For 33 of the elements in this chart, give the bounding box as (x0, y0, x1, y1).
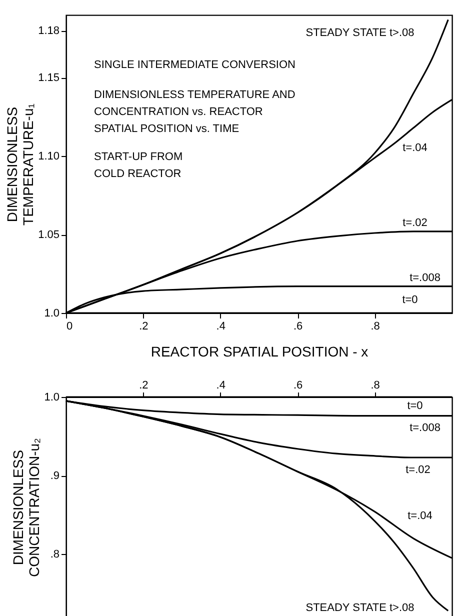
y-tick-label: 1.18 (38, 25, 60, 38)
annotation: t=.02 (402, 217, 428, 229)
y-tick-label: 1.0 (44, 392, 60, 404)
annotation: t=0 (407, 400, 423, 412)
y-tick-label: 1.15 (38, 72, 60, 84)
annotation: t=.04 (402, 142, 428, 154)
annotation: t=.008 (410, 272, 440, 284)
x-tick-label: .4 (216, 380, 226, 392)
x-tick-label: .4 (216, 320, 226, 332)
annotation: START-UP FROM COLD REACTOR (94, 151, 183, 180)
y-tick-label: .8 (50, 548, 60, 561)
x-tick-label: 0 (66, 320, 73, 332)
annotation: t=.008 (410, 422, 440, 434)
annotation: t=.02 (406, 464, 430, 476)
x-tick-label: .2 (139, 380, 148, 392)
annotation: STEADY STATE t>.08 (306, 27, 414, 39)
annotation: t=.04 (408, 510, 432, 522)
annotation: DIMENSIONLESS TEMPERATURE AND CONCENTRATION vs. REACTOR SPATIAL POSITION vs. TIME (94, 89, 296, 135)
annotation: t=0 (402, 294, 418, 306)
x-tick-label: .8 (370, 320, 380, 332)
annotation: SINGLE INTERMEDIATE CONVERSION (94, 59, 296, 71)
annotation: STEADY STATE t>.08 (306, 602, 414, 614)
x-tick-label: .6 (294, 380, 303, 392)
x-axis-title: REACTOR SPATIAL POSITION - x (150, 344, 368, 360)
x-tick-label: .6 (294, 320, 303, 332)
y-tick-label: 1.05 (38, 229, 60, 242)
x-tick-label: .8 (370, 380, 380, 392)
y-tick-label: 1.0 (44, 308, 60, 320)
y-tick-label: 1.10 (38, 150, 60, 163)
x-tick-label: .2 (139, 320, 148, 332)
y-axis-title: DIMENSIONLESS CONCENTRATION-u₂ (10, 438, 42, 577)
y-axis-title: DIMENSIONLESS TEMPERATURE-u₁ (4, 103, 36, 226)
y-tick-label: .9 (50, 470, 60, 482)
